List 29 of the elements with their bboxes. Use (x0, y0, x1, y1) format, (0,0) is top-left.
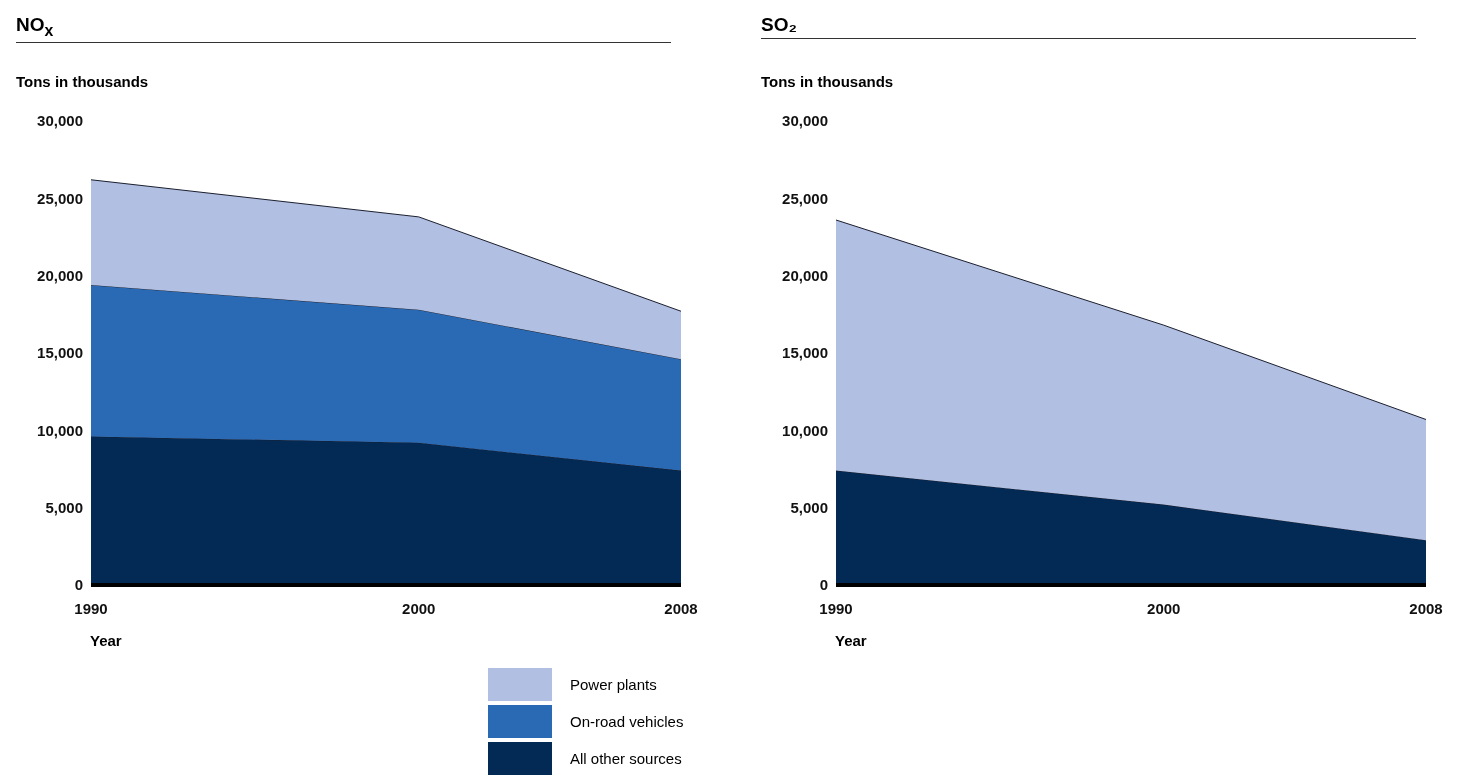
y-tick-label: 25,000 (37, 189, 83, 207)
y-axis-title: Tons in thousands (16, 73, 149, 90)
y-tick-label: 25,000 (782, 189, 828, 207)
x-tick-label: 2000 (1147, 599, 1181, 617)
y-tick-label: 30,000 (37, 112, 83, 130)
x-axis-title: Year (90, 632, 122, 649)
y-tick-label: 0 (819, 576, 828, 594)
x-tick-label: 2000 (402, 599, 436, 617)
y-tick-label: 10,000 (782, 421, 828, 439)
legend-label: All other sources (570, 750, 682, 767)
y-tick-label: 15,000 (782, 344, 828, 362)
x-tick-label: 1990 (74, 599, 108, 617)
chart-title: SO₂ (761, 14, 1416, 39)
y-tick-label: 15,000 (37, 344, 83, 362)
y-tick-label: 10,000 (37, 421, 83, 439)
legend-label: Power plants (570, 676, 657, 693)
x-axis-title: Year (835, 632, 867, 649)
y-tick-label: 5,000 (790, 498, 828, 516)
x-tick-label: 2008 (1409, 599, 1443, 617)
y-tick-label: 30,000 (782, 112, 828, 130)
y-axis-title: Tons in thousands (761, 73, 894, 90)
legend-label: On-road vehicles (570, 713, 684, 730)
y-tick-label: 20,000 (37, 266, 83, 284)
y-tick-label: 0 (74, 576, 83, 594)
chart-title: NO$_{x}$ (16, 14, 671, 43)
y-tick-label: 5,000 (45, 498, 83, 516)
x-tick-label: 2008 (664, 599, 698, 617)
y-tick-label: 20,000 (782, 266, 828, 284)
x-tick-label: 1990 (819, 599, 853, 617)
